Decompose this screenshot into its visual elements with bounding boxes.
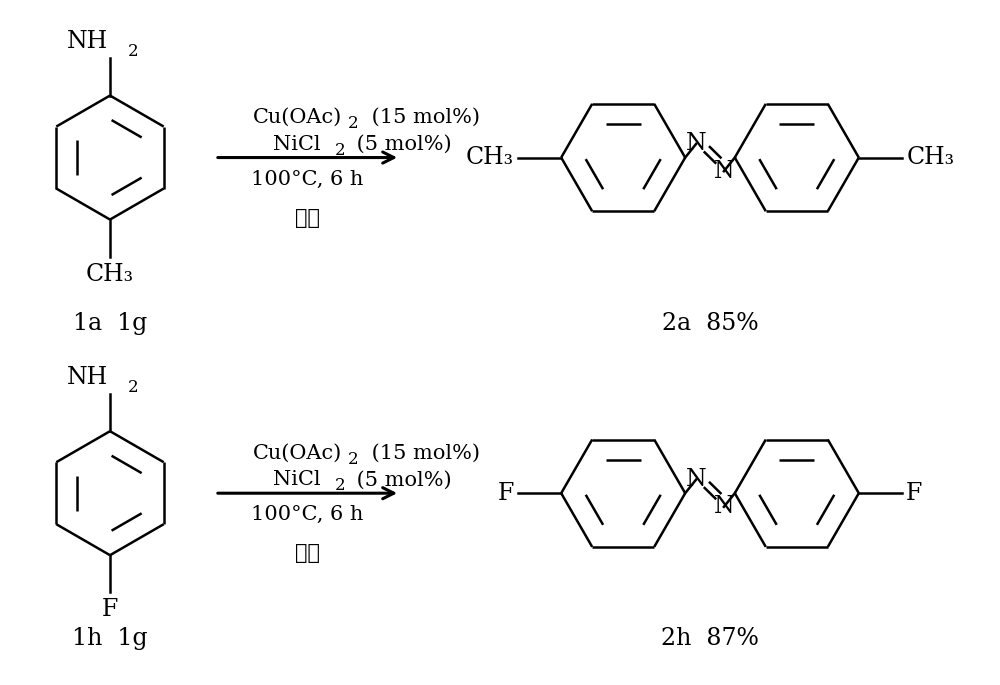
Text: (5 mol%): (5 mol%) <box>351 135 452 153</box>
Text: F: F <box>906 482 923 505</box>
Text: 1h  1g: 1h 1g <box>72 627 148 650</box>
Text: 甲苯: 甲苯 <box>295 208 320 227</box>
Text: F: F <box>497 482 514 505</box>
Text: N: N <box>686 132 706 155</box>
Text: CH₃: CH₃ <box>86 263 134 286</box>
Text: NiCl: NiCl <box>272 471 320 489</box>
Text: N: N <box>686 468 706 491</box>
Text: 100°C, 6 h: 100°C, 6 h <box>251 506 364 524</box>
Text: NH: NH <box>67 366 108 389</box>
Text: Cu(OAc): Cu(OAc) <box>253 108 342 127</box>
Text: 2: 2 <box>348 451 358 468</box>
Text: 2: 2 <box>334 477 345 495</box>
Text: Cu(OAc): Cu(OAc) <box>253 444 342 463</box>
Text: 2: 2 <box>128 379 139 396</box>
Text: 100°C, 6 h: 100°C, 6 h <box>251 170 364 188</box>
Text: CH₃: CH₃ <box>466 146 514 169</box>
Text: NH: NH <box>67 30 108 53</box>
Text: 2: 2 <box>348 115 358 132</box>
Text: 2h  87%: 2h 87% <box>661 627 759 650</box>
Text: 2: 2 <box>128 43 139 60</box>
Text: N: N <box>714 160 734 183</box>
Text: CH₃: CH₃ <box>906 146 954 169</box>
Text: F: F <box>102 599 118 621</box>
Text: (15 mol%): (15 mol%) <box>365 444 480 463</box>
Text: (5 mol%): (5 mol%) <box>351 471 452 489</box>
Text: 2a  85%: 2a 85% <box>662 312 758 335</box>
Text: (15 mol%): (15 mol%) <box>365 108 480 127</box>
Text: 1a  1g: 1a 1g <box>73 312 147 335</box>
Text: N: N <box>714 495 734 519</box>
Text: 2: 2 <box>334 142 345 159</box>
Text: NiCl: NiCl <box>272 135 320 153</box>
Text: 甲苯: 甲苯 <box>295 543 320 563</box>
